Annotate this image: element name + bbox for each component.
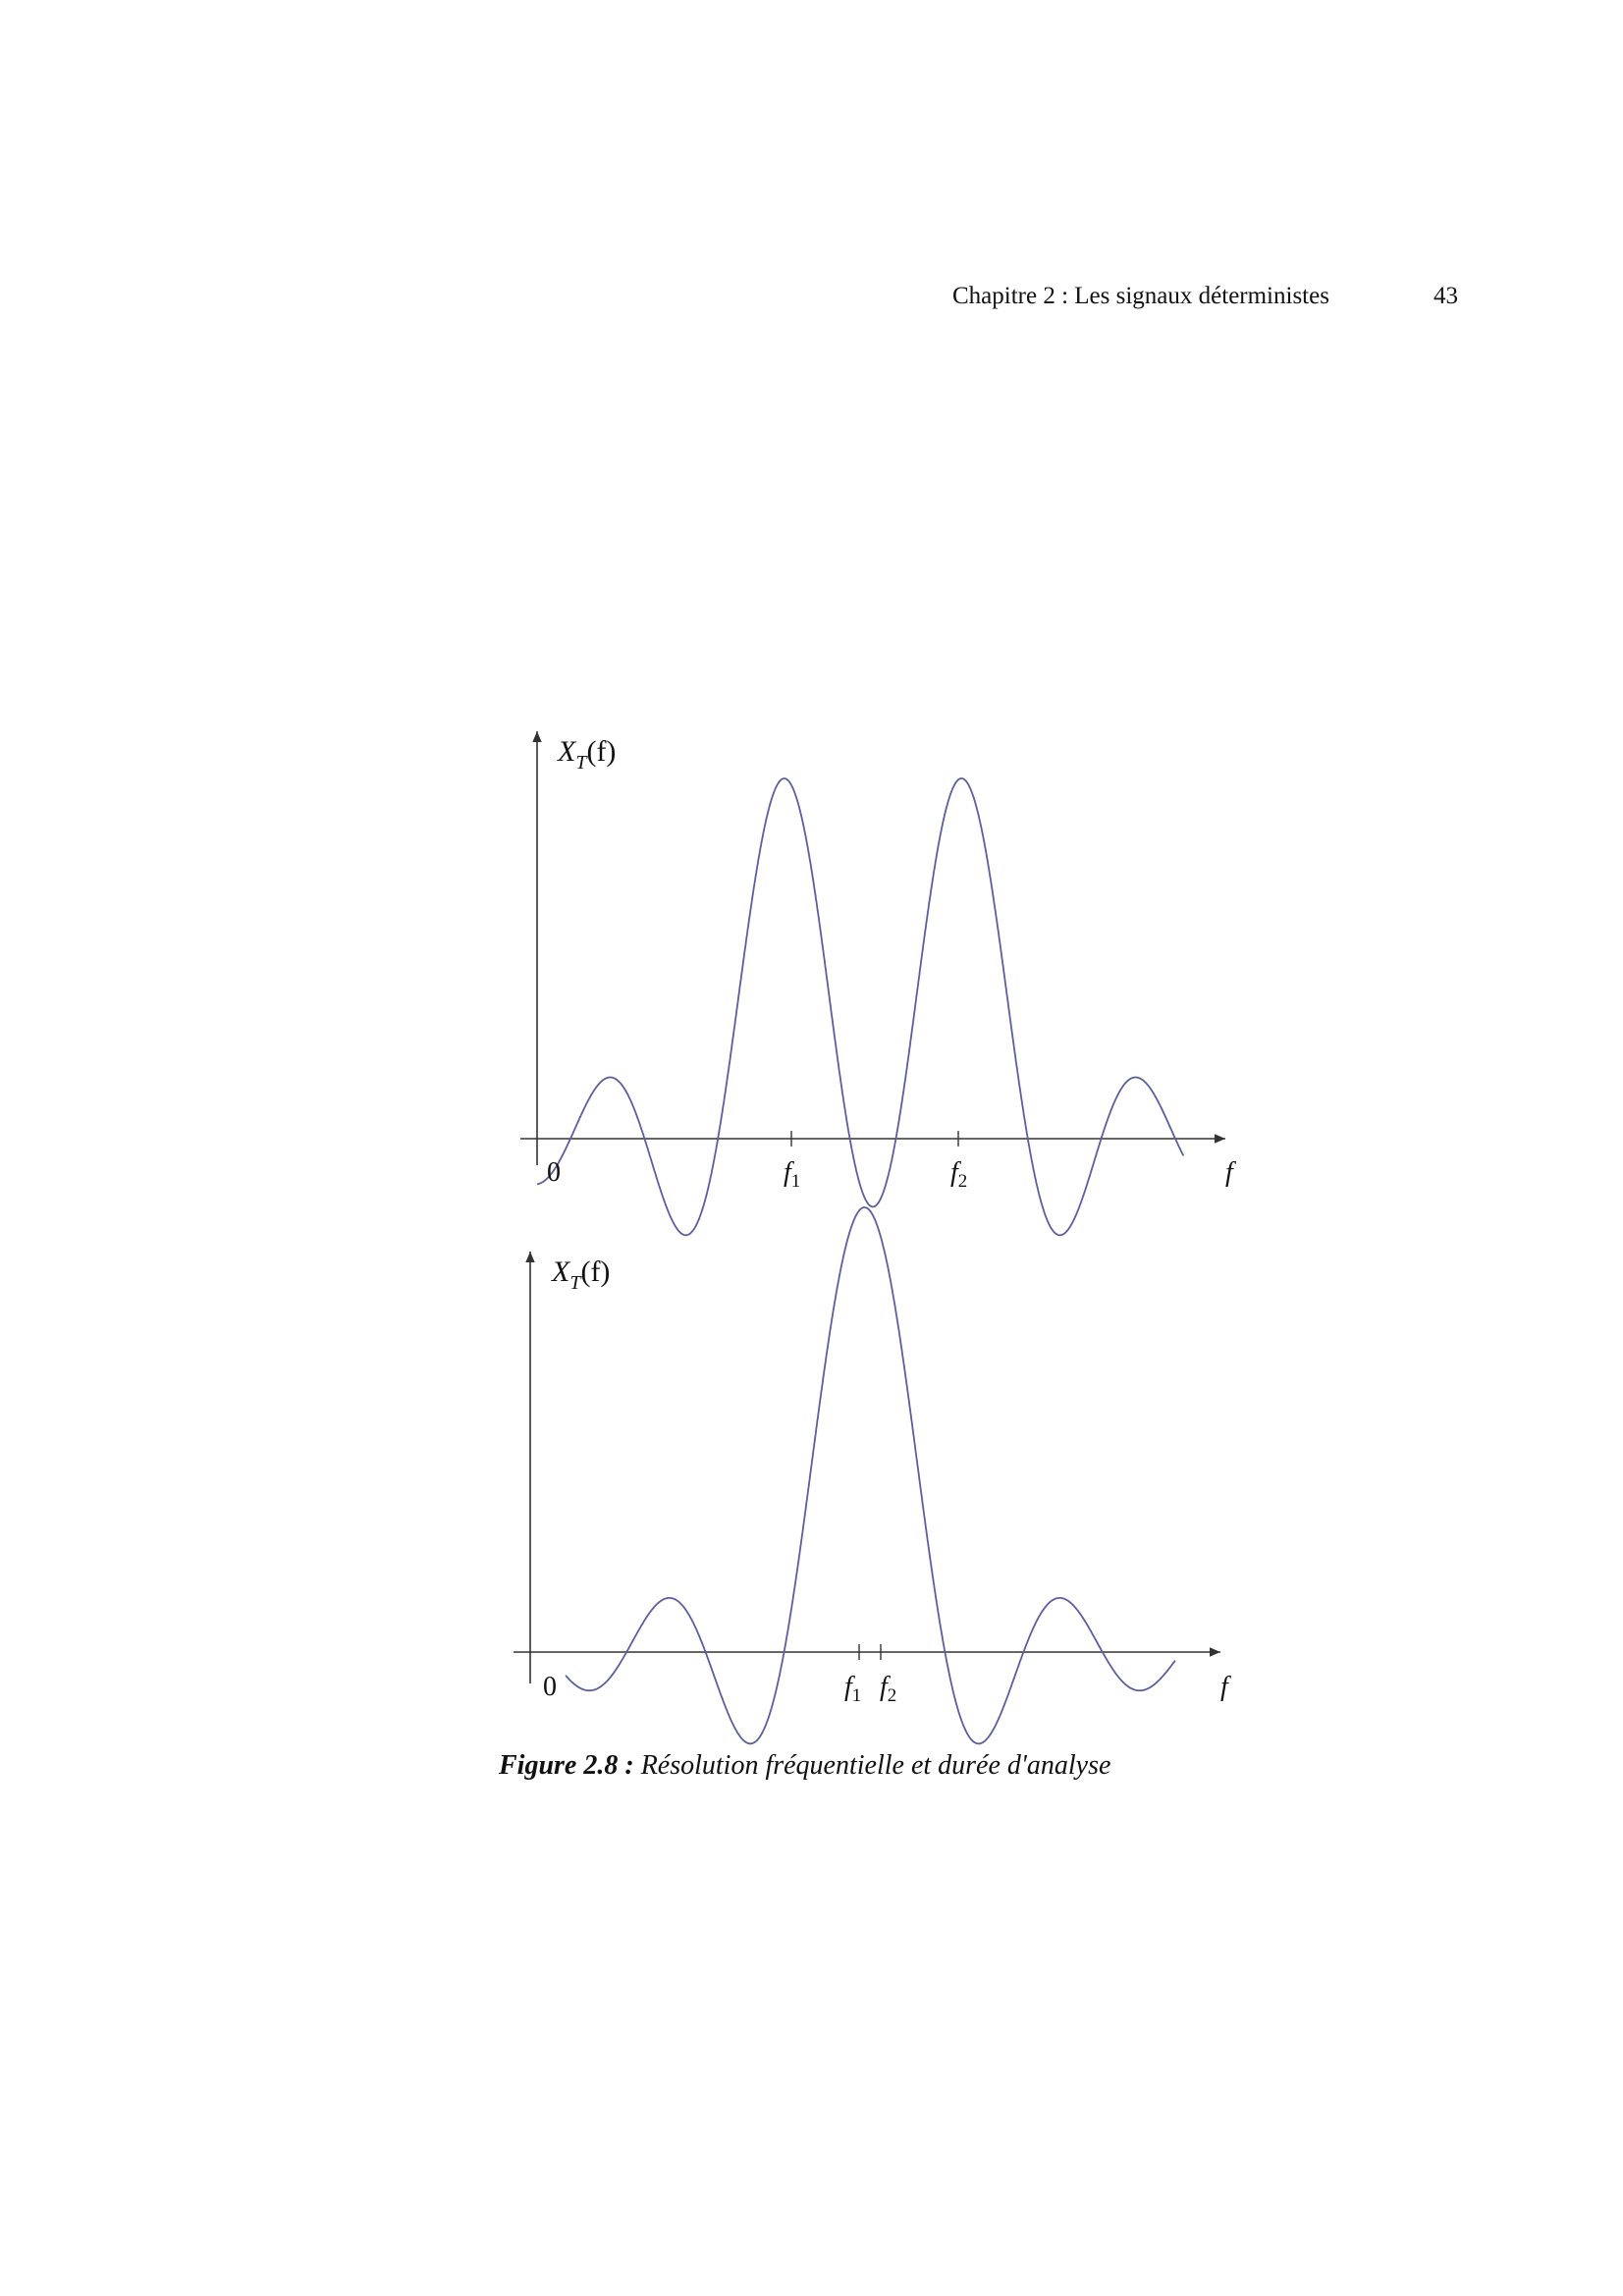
tick-label-zero: 0 [543,1672,557,1702]
spectrum-curve [536,777,1185,1237]
tick-label-f1: f1 [784,1157,800,1192]
y-axis-label: XT(f) [551,1255,610,1294]
y-axis-label: XT(f) [557,735,616,774]
x-axis-label: f [1220,1672,1231,1702]
caption-text: Résolution fréquentielle et durée d'anal… [640,1750,1111,1781]
spectrum-curve [565,1206,1176,1745]
page-number: 43 [1434,283,1458,309]
tick-label-f2: f2 [880,1672,896,1706]
tick-label-f1: f1 [844,1672,861,1706]
spectrum-plot-bottom: XT(f) 0 f1 f2 f [514,1206,1231,1745]
x-axis-label: f [1225,1157,1236,1188]
figure-caption: Figure 2.8 : Résolution fréquentielle et… [499,1750,1110,1782]
running-head: Chapitre 2 : Les signaux déterministes [952,283,1329,309]
caption-label: Figure 2.8 : [499,1750,634,1781]
tick-label-zero: 0 [547,1157,561,1188]
spectrum-plot-top: XT(f) 0 f1 f2 f [520,731,1236,1237]
tick-label-f2: f2 [950,1157,967,1192]
